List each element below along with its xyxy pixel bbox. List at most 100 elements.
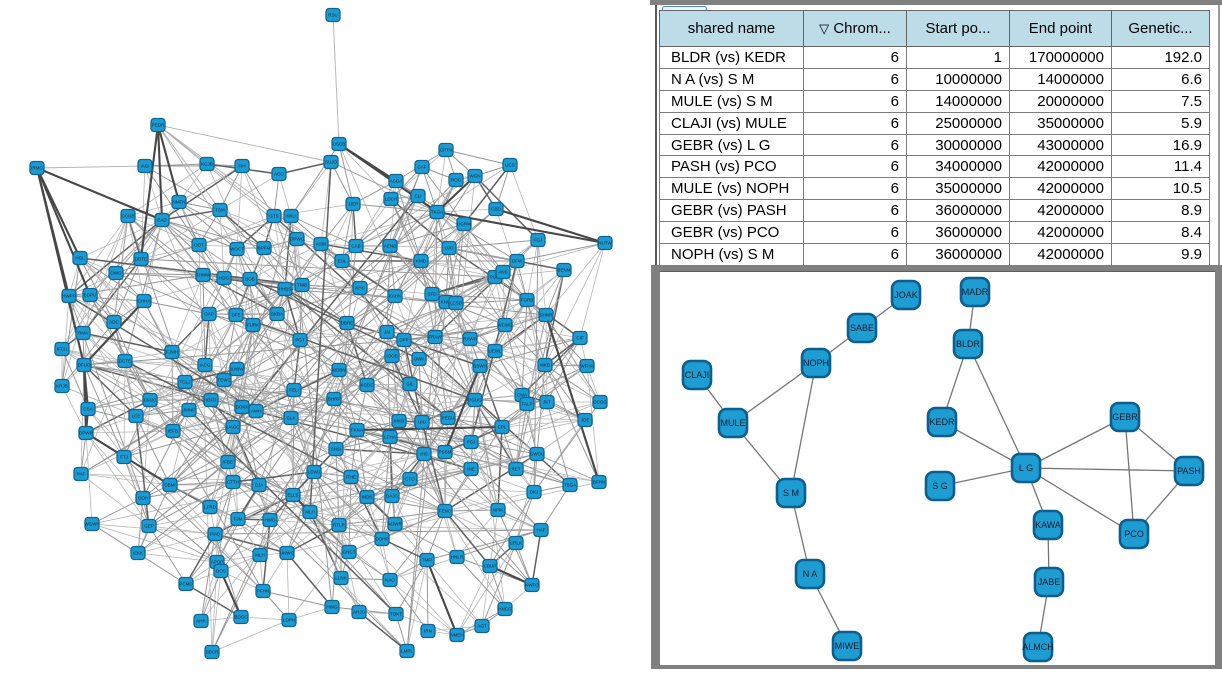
svg-text:INE: INE [467, 467, 475, 472]
svg-text:FELI: FELI [289, 388, 299, 393]
svg-text:CIF: CIF [576, 336, 584, 341]
svg-text:PGJ: PGJ [467, 440, 476, 445]
svg-text:RET: RET [512, 467, 521, 472]
svg-text:FJMH: FJMH [166, 350, 178, 355]
svg-text:SFD: SFD [428, 292, 438, 297]
svg-text:HDG: HDG [219, 276, 229, 281]
svg-text:FRAW: FRAW [428, 335, 442, 340]
svg-text:TOKT: TOKT [390, 612, 402, 617]
svg-text:RTLR: RTLR [333, 523, 345, 528]
svg-text:LFHA: LFHA [384, 435, 396, 440]
svg-text:LDCH: LDCH [385, 197, 397, 202]
svg-text:TSM: TSM [215, 208, 225, 213]
svg-text:KNW: KNW [441, 300, 452, 305]
svg-text:IUWW: IUWW [231, 367, 245, 372]
svg-text:SHNR: SHNR [540, 313, 554, 318]
svg-text:KAWA: KAWA [1035, 520, 1061, 530]
svg-text:FGJ: FGJ [534, 238, 543, 243]
svg-text:GEBR: GEBR [1112, 412, 1138, 422]
svg-text:L G: L G [1019, 463, 1033, 473]
svg-text:MJWR: MJWR [388, 522, 402, 527]
svg-text:SBCR: SBCR [206, 650, 219, 655]
svg-text:GWOU: GWOU [530, 452, 545, 457]
svg-text:ALMCH: ALMCH [1022, 642, 1054, 652]
svg-text:WGN: WGN [470, 174, 481, 179]
svg-text:DOKK: DOKK [236, 405, 249, 410]
svg-text:PGUG: PGUG [468, 398, 482, 403]
svg-text:PEDR: PEDR [152, 123, 165, 128]
svg-text:CMJC: CMJC [144, 398, 157, 403]
svg-text:DAJC: DAJC [386, 494, 399, 499]
svg-text:BSWH: BSWH [473, 364, 487, 369]
svg-text:IACG: IACG [199, 363, 211, 368]
svg-text:CRLK: CRLK [510, 541, 522, 546]
svg-text:PEGU: PEGU [442, 416, 455, 421]
svg-text:PAF: PAF [77, 472, 86, 477]
svg-text:INDB: INDB [362, 495, 373, 500]
svg-text:NPIK: NPIK [493, 508, 504, 513]
svg-text:UIU: UIU [418, 420, 426, 425]
svg-text:IRMG: IRMG [31, 166, 43, 171]
svg-text:JKT: JKT [543, 400, 551, 405]
svg-text:UEWL: UEWL [488, 349, 501, 354]
svg-text:JMNF: JMNF [183, 408, 195, 413]
svg-text:JOE: JOE [581, 418, 590, 423]
svg-text:UNWC: UNWC [280, 551, 295, 556]
svg-text:OOH: OOH [138, 496, 148, 501]
svg-text:PUKI: PUKI [490, 275, 501, 280]
svg-text:OCOG: OCOG [593, 400, 607, 405]
svg-text:LFRD: LFRD [204, 505, 217, 510]
svg-text:CLI: CLI [414, 194, 421, 199]
svg-text:NUTW: NUTW [598, 241, 612, 246]
svg-text:FURK: FURK [247, 323, 259, 328]
svg-text:FALP: FALP [521, 402, 532, 407]
svg-text:CPTN: CPTN [440, 148, 452, 153]
svg-text:DBRE: DBRE [341, 321, 354, 326]
svg-text:IFCU: IFCU [57, 347, 68, 352]
svg-text:GIL: GIL [406, 382, 414, 387]
svg-text:UGRM: UGRM [457, 222, 471, 227]
svg-text:LDWJ: LDWJ [308, 470, 320, 475]
svg-text:IHKB: IHKB [394, 419, 405, 424]
svg-text:DFE: DFE [232, 313, 241, 318]
svg-text:ASGA: ASGA [390, 179, 403, 184]
svg-text:FENC: FENC [439, 509, 452, 514]
svg-text:WGWH: WGWH [84, 522, 99, 527]
svg-text:LCE: LCE [132, 414, 141, 419]
svg-text:PCO: PCO [1124, 529, 1144, 539]
svg-text:IOOE: IOOE [386, 354, 397, 359]
svg-text:KHS: KHS [355, 286, 364, 291]
svg-text:IOFD: IOFD [206, 398, 217, 403]
svg-text:AMH: AMH [251, 409, 261, 414]
svg-text:KWFO: KWFO [525, 583, 539, 588]
svg-text:IEFB: IEFB [168, 429, 178, 434]
svg-text:DPP: DPP [399, 338, 408, 343]
svg-text:BFHN: BFHN [593, 480, 605, 485]
svg-text:JAI: JAI [384, 330, 391, 335]
svg-text:JOAK: JOAK [894, 290, 918, 300]
svg-text:ELLS: ELLS [287, 493, 298, 498]
svg-text:UJO: UJO [445, 246, 454, 251]
svg-text:PCMD: PCMD [179, 582, 193, 587]
svg-text:FKNA: FKNA [351, 428, 363, 433]
svg-text:KRJB: KRJB [56, 384, 68, 389]
svg-text:OAP: OAP [204, 312, 214, 317]
svg-text:HWG: HWG [265, 518, 276, 523]
svg-text:BPFM: BPFM [258, 246, 271, 251]
svg-text:RAWP: RAWP [463, 337, 476, 342]
svg-text:WOCT: WOCT [230, 247, 244, 252]
svg-text:GNCT: GNCT [343, 550, 356, 555]
svg-text:OKJ: OKJ [530, 490, 539, 495]
svg-text:UAGC: UAGC [226, 425, 240, 430]
svg-text:IHS: IHS [420, 452, 428, 457]
svg-text:CCUB: CCUB [122, 214, 135, 219]
svg-text:HWPP: HWPP [62, 294, 76, 299]
svg-text:AENB: AENB [384, 244, 396, 249]
svg-text:IAGI: IAGI [140, 164, 149, 169]
svg-text:MKB: MKB [540, 363, 550, 368]
svg-text:HWG: HWG [327, 605, 338, 610]
svg-text:MADR: MADR [962, 287, 989, 297]
svg-text:SABE: SABE [850, 323, 874, 333]
svg-text:TNIB: TNIB [297, 283, 307, 288]
svg-text:IRN: IRN [424, 629, 432, 634]
